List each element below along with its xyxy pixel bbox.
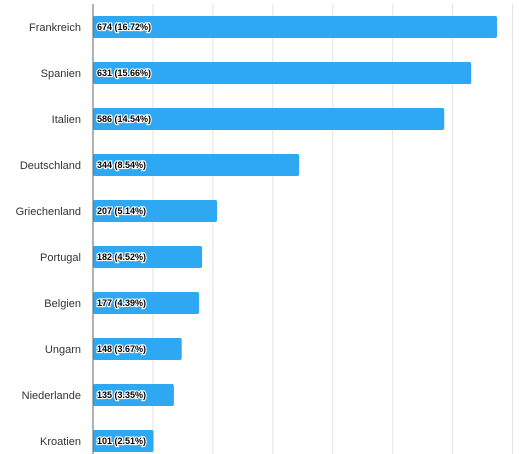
category-label: Kroatien	[40, 436, 81, 448]
category-label: Portugal	[40, 252, 81, 264]
bar-niederlande[interactable]	[93, 384, 174, 406]
bar-griechenland[interactable]	[93, 200, 218, 222]
data-label: 207 (5.14%)	[97, 206, 146, 216]
bar-frankreich[interactable]	[93, 16, 497, 38]
labels: Frankreich 674 (16.72%) Spanien 631 (15.66%…	[16, 21, 153, 448]
bars	[93, 16, 497, 452]
bar-spanien[interactable]	[93, 62, 472, 84]
category-label: Deutschland	[20, 160, 81, 172]
data-label: 182 (4.52%)	[97, 252, 146, 262]
category-label: Griechenland	[16, 206, 81, 218]
bar-deutschland[interactable]	[93, 154, 300, 176]
bar-belgien[interactable]	[93, 292, 200, 314]
category-label: Italien	[52, 114, 81, 126]
data-label: 631 (15.66%)	[97, 68, 151, 78]
category-label: Frankreich	[29, 22, 81, 34]
bar-italien[interactable]	[93, 108, 445, 130]
category-label: Belgien	[44, 298, 81, 310]
category-label: Niederlande	[22, 390, 81, 402]
category-label: Ungarn	[45, 344, 81, 356]
data-label: 177 (4.39%)	[97, 298, 146, 308]
data-label: 135 (3.35%)	[97, 390, 146, 400]
data-label: 586 (14.54%)	[97, 114, 151, 124]
category-label: Spanien	[41, 68, 81, 80]
bar-kroatien[interactable]	[93, 430, 154, 452]
data-label: 344 (8.54%)	[97, 160, 146, 170]
bar-portugal[interactable]	[93, 246, 203, 268]
data-label: 101 (2.51%)	[97, 436, 146, 446]
data-label: 674 (16.72%)	[97, 22, 151, 32]
data-label: 148 (3.67%)	[97, 344, 146, 354]
bar-ungarn[interactable]	[93, 338, 182, 360]
